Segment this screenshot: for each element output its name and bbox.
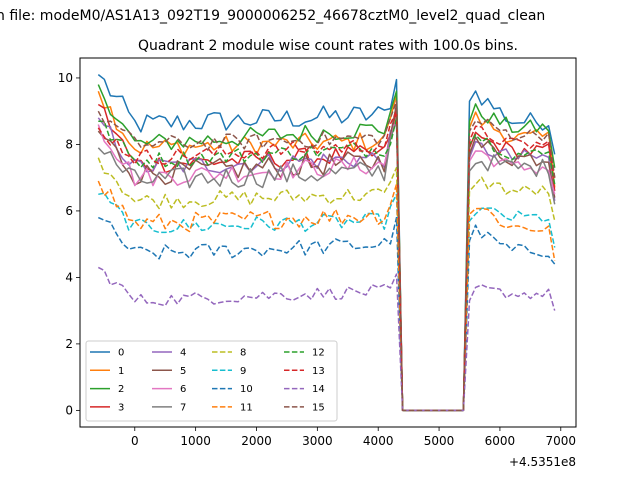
x-tick-label: 0	[131, 434, 139, 448]
legend-box	[85, 340, 338, 422]
y-tick-label: 8	[65, 138, 73, 152]
series-line-10	[97, 216, 556, 412]
series-line-5	[97, 103, 556, 412]
series-line-2	[97, 84, 556, 412]
legend-label-6: 6	[180, 384, 186, 395]
y-tick-label: 4	[65, 271, 73, 285]
legend-label-7: 7	[180, 402, 186, 413]
x-tick-label: 1000	[180, 434, 211, 448]
legend-label-9: 9	[240, 366, 246, 377]
y-tick-label: 6	[65, 204, 73, 218]
legend-label-12: 12	[312, 348, 325, 359]
series-line-13	[97, 110, 556, 412]
x-tick-label: 5000	[424, 434, 455, 448]
legend-label-5: 5	[180, 366, 186, 377]
x-tick-label: 7000	[546, 434, 577, 448]
chart-title: Quadrant 2 module wise count rates with …	[138, 38, 518, 54]
series-line-6	[97, 117, 556, 412]
series-lines	[97, 74, 556, 412]
figure-suptitle: n file: modeM0/AS1A13_092T19_9000006252_…	[0, 8, 545, 24]
series-line-0	[97, 74, 556, 412]
legend-label-1: 1	[118, 366, 124, 377]
x-offset-text: +4.5351e8	[509, 455, 576, 469]
legend-label-3: 3	[118, 402, 124, 413]
legend-label-10: 10	[240, 384, 253, 395]
legend-label-8: 8	[240, 348, 246, 359]
y-tick-label: 0	[65, 404, 73, 418]
series-line-12	[98, 117, 556, 412]
legend-label-4: 4	[180, 348, 186, 359]
y-tick-label: 2	[65, 337, 73, 351]
series-line-3	[97, 103, 556, 412]
plot-frame	[79, 57, 577, 428]
legend-label-0: 0	[118, 348, 124, 359]
series-line-15	[97, 100, 556, 412]
legend-label-14: 14	[312, 384, 325, 395]
series-line-14	[97, 266, 556, 412]
x-tick-label: 4000	[363, 434, 394, 448]
legend-label-2: 2	[118, 384, 124, 395]
y-tick-label: 10	[58, 71, 73, 85]
legend-label-13: 13	[312, 366, 325, 377]
series-line-8	[97, 157, 556, 412]
series-line-7	[97, 120, 556, 412]
x-tick-label: 3000	[302, 434, 333, 448]
x-tick-label: 6000	[485, 434, 516, 448]
x-tick-label: 2000	[241, 434, 272, 448]
legend-label-15: 15	[312, 402, 325, 413]
series-line-11	[97, 180, 556, 412]
legend-label-11: 11	[240, 402, 253, 413]
